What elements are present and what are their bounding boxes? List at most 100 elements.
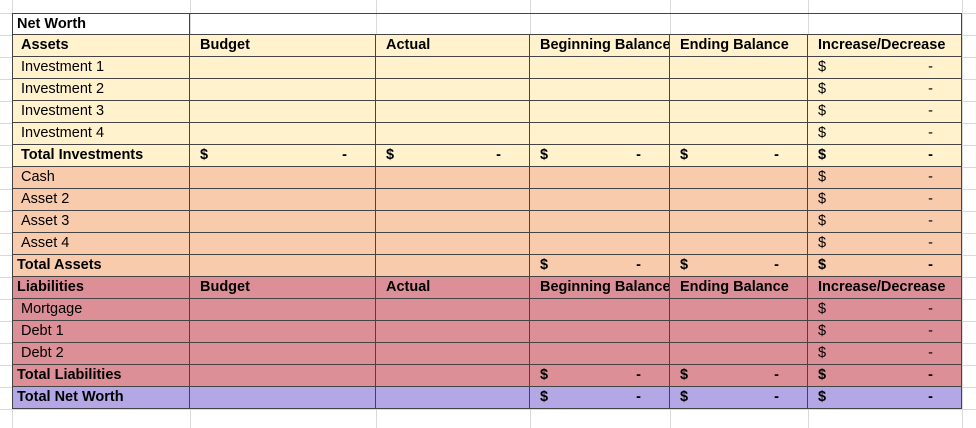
cell-value: - xyxy=(774,389,779,405)
cell xyxy=(530,101,670,123)
cell xyxy=(530,321,670,343)
cell xyxy=(670,321,808,343)
currency-symbol: $ xyxy=(540,367,549,383)
cell: $ - xyxy=(808,255,962,277)
cell-value: - xyxy=(928,367,933,383)
cell xyxy=(190,167,376,189)
row-label: Investment 2 xyxy=(12,79,190,101)
cell xyxy=(376,299,530,321)
cell-value: - xyxy=(928,323,933,339)
cell xyxy=(376,101,530,123)
cell: $ - xyxy=(670,145,808,167)
cell: $ - xyxy=(808,233,962,255)
cell-value: - xyxy=(928,301,933,317)
row-label: Asset 3 xyxy=(12,211,190,233)
cell xyxy=(376,343,530,365)
cell-value: - xyxy=(928,169,933,185)
cell: $ - xyxy=(808,299,962,321)
cell-value: - xyxy=(636,367,641,383)
cell xyxy=(376,211,530,233)
cell xyxy=(190,321,376,343)
cell-value: - xyxy=(496,147,501,163)
cell: $ - xyxy=(808,211,962,233)
currency-symbol: $ xyxy=(818,257,827,273)
cell-value: - xyxy=(928,191,933,207)
cell: $ - xyxy=(670,387,808,409)
cell xyxy=(530,167,670,189)
cell xyxy=(190,211,376,233)
currency-symbol: $ xyxy=(818,345,827,361)
cell: Ending Balance xyxy=(670,35,808,57)
currency-symbol: $ xyxy=(818,301,827,317)
row-label: Mortgage xyxy=(12,299,190,321)
cell-value: - xyxy=(928,125,933,141)
cell xyxy=(376,387,530,409)
row-label: Total Investments xyxy=(12,145,190,167)
title-row-blank xyxy=(190,13,962,35)
currency-symbol: $ xyxy=(818,169,827,185)
currency-symbol: $ xyxy=(818,213,827,229)
cell xyxy=(530,343,670,365)
cell xyxy=(190,299,376,321)
cell xyxy=(670,101,808,123)
cell xyxy=(376,365,530,387)
currency-symbol: $ xyxy=(680,257,689,273)
cell-value: - xyxy=(928,147,933,163)
currency-symbol: $ xyxy=(818,103,827,119)
row-label: Liabilities xyxy=(12,277,190,299)
cell-value: - xyxy=(928,389,933,405)
cell xyxy=(190,255,376,277)
currency-symbol: $ xyxy=(680,367,689,383)
cell: $ - xyxy=(808,145,962,167)
cell: $ - xyxy=(190,145,376,167)
cell xyxy=(670,233,808,255)
cell: $ - xyxy=(670,255,808,277)
cell-value: - xyxy=(928,213,933,229)
currency-symbol: $ xyxy=(386,147,395,163)
cell: $ - xyxy=(670,365,808,387)
cell: Ending Balance xyxy=(670,277,808,299)
cell xyxy=(190,343,376,365)
cell: $ - xyxy=(808,343,962,365)
currency-symbol: $ xyxy=(680,147,689,163)
cell: Actual xyxy=(376,35,530,57)
cell xyxy=(670,343,808,365)
cell: $ - xyxy=(808,101,962,123)
currency-symbol: $ xyxy=(818,125,827,141)
cell-value: - xyxy=(928,257,933,273)
cell xyxy=(670,79,808,101)
cell-value: - xyxy=(774,147,779,163)
cell: $ - xyxy=(808,189,962,211)
cell-value: - xyxy=(928,235,933,251)
cell-value: - xyxy=(636,257,641,273)
row-label: Investment 3 xyxy=(12,101,190,123)
currency-symbol: $ xyxy=(818,81,827,97)
row-label: Total Liabilities xyxy=(12,365,190,387)
cell: Budget xyxy=(190,35,376,57)
cell xyxy=(376,79,530,101)
cell xyxy=(530,299,670,321)
cell xyxy=(190,57,376,79)
cell xyxy=(670,57,808,79)
currency-symbol: $ xyxy=(818,59,827,75)
currency-symbol: $ xyxy=(200,147,209,163)
cell-value: - xyxy=(928,345,933,361)
cell-value: - xyxy=(928,59,933,75)
cell: Increase/Decrease xyxy=(808,277,962,299)
currency-symbol: $ xyxy=(818,235,827,251)
cell-value: - xyxy=(774,257,779,273)
cell xyxy=(670,299,808,321)
cell xyxy=(190,233,376,255)
cell: Increase/Decrease xyxy=(808,35,962,57)
currency-symbol: $ xyxy=(818,191,827,207)
cell: $ - xyxy=(530,145,670,167)
cell xyxy=(530,57,670,79)
cell: $ - xyxy=(808,387,962,409)
cell xyxy=(190,123,376,145)
currency-symbol: $ xyxy=(818,389,827,405)
row-label: Debt 1 xyxy=(12,321,190,343)
row-label: Asset 2 xyxy=(12,189,190,211)
currency-symbol: $ xyxy=(818,147,827,163)
cell-value: - xyxy=(342,147,347,163)
